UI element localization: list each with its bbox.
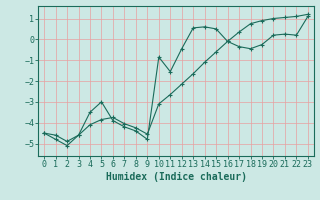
X-axis label: Humidex (Indice chaleur): Humidex (Indice chaleur) [106, 172, 246, 182]
